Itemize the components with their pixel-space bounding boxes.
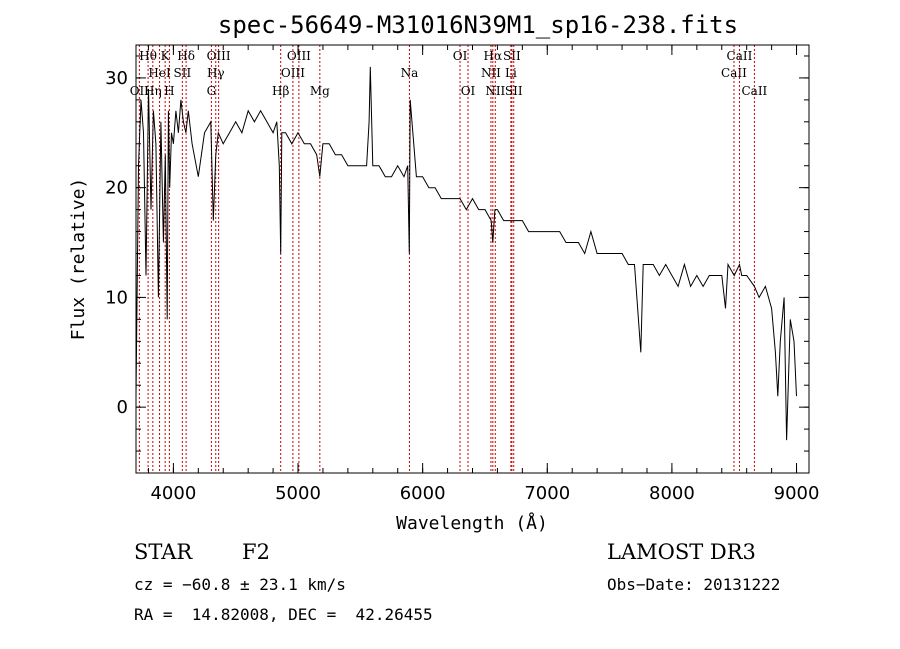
- line-label-18: NII: [481, 66, 501, 80]
- x-tick-label-2: 6000: [400, 483, 446, 504]
- spectrum-series: [135, 66, 797, 441]
- line-label-22: SII: [503, 49, 521, 63]
- series-line-flux: [135, 66, 797, 441]
- line-label-25: CaII: [727, 49, 753, 63]
- redshift-cz: cz = −60.8 ± 23.1 km/s: [134, 575, 346, 594]
- x-axis-label: Wavelength (Å): [396, 512, 548, 534]
- survey-name: LAMOST DR3: [607, 540, 756, 564]
- line-label-5: H: [164, 84, 174, 98]
- x-tick-label-1: 5000: [275, 483, 321, 504]
- line-label-9: Hγ: [207, 66, 225, 80]
- object-class: STAR: [134, 540, 193, 564]
- y-axis-label: Flux (relative): [68, 178, 89, 341]
- coordinates: RA = 14.82008, DEC = 42.26455: [134, 605, 433, 624]
- line-label-20: NII: [485, 84, 505, 98]
- line-label-24: CaII: [721, 66, 747, 80]
- line-label-8: G: [207, 84, 217, 98]
- line-label-14: Mg: [310, 84, 330, 98]
- x-tick-label-5: 9000: [774, 483, 820, 504]
- line-label-1: Hθ: [139, 49, 157, 63]
- line-label-23: SII: [505, 84, 523, 98]
- line-label-3: HeI: [148, 66, 171, 80]
- line-label-7: Hδ: [177, 49, 195, 63]
- plot-frame: [135, 44, 810, 474]
- axis-ticks: 4000 5000 6000 7000 8000 9000 0 10 20 30: [105, 45, 819, 504]
- line-label-11: Hβ: [272, 84, 289, 98]
- y-tick-label-1: 10: [105, 287, 128, 308]
- line-label-26: CaII: [741, 84, 767, 98]
- x-tick-label-4: 8000: [649, 483, 695, 504]
- line-label-21: Li: [505, 66, 517, 80]
- line-label-17: OI: [461, 84, 476, 98]
- line-label-4: K: [161, 49, 171, 63]
- line-label-16: OI: [453, 49, 468, 63]
- line-label-15: Na: [401, 66, 419, 80]
- object-subclass: F2: [242, 540, 270, 564]
- line-markers: OIIHθHηHeIKHSIIHδGHγOIIIHβOIIIOIIIMgNaOI…: [130, 45, 768, 473]
- line-label-19: Hα: [484, 49, 503, 63]
- line-label-2: Hη: [144, 84, 162, 98]
- line-label-6: SII: [174, 66, 192, 80]
- line-label-0: OII: [130, 84, 150, 98]
- line-label-10: OIII: [207, 49, 231, 63]
- y-tick-label-2: 20: [105, 178, 128, 199]
- observation-date: Obs−Date: 20131222: [607, 575, 781, 594]
- chart-title: spec-56649-M31016N39M1_sp16-238.fits: [218, 11, 738, 39]
- y-tick-label-3: 30: [105, 68, 128, 89]
- y-tick-label-0: 0: [117, 397, 128, 418]
- x-tick-label-3: 7000: [524, 483, 570, 504]
- line-label-12: OIII: [281, 66, 305, 80]
- line-label-13: OIII: [287, 49, 311, 63]
- x-tick-label-0: 4000: [150, 483, 196, 504]
